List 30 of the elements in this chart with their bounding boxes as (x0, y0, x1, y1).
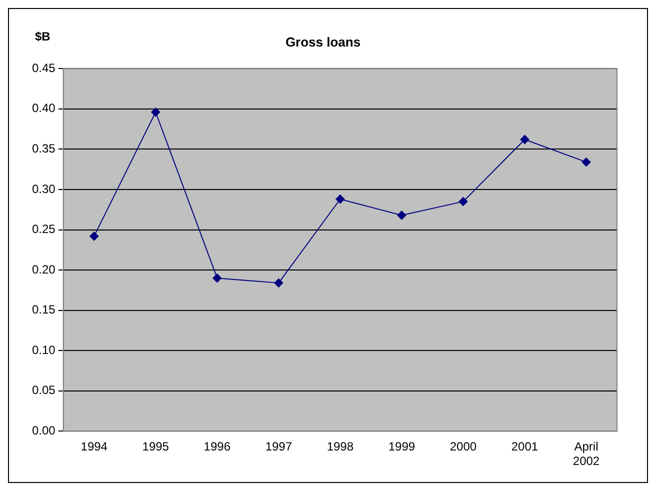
y-tick-label: 0.15 (32, 302, 56, 317)
point (397, 210, 406, 220)
y-tick-label: 0.05 (32, 383, 56, 398)
point (90, 232, 99, 241)
x-tick-label: 1998 (326, 440, 354, 454)
x-tick-label: 2000 (450, 440, 477, 454)
x-tick-label: April 2002 (572, 440, 600, 468)
point (336, 194, 345, 204)
point (212, 274, 222, 283)
y-tick-label: 0.40 (32, 101, 56, 116)
x-tick-label: 1994 (80, 440, 108, 454)
y-tick-label: 0.30 (32, 182, 56, 196)
y-tick-label: 0.10 (32, 342, 56, 357)
y-tick-label: 0.45 (32, 60, 56, 75)
x-tick-label: 1996 (204, 440, 231, 454)
x-tick-label: 1999 (388, 440, 416, 454)
chart-title: Gross loans (285, 34, 361, 50)
point (582, 158, 591, 167)
y-axis-title: $B (35, 29, 51, 44)
y-tick-label: 0.00 (32, 424, 56, 438)
x-tick-label: 2001 (511, 440, 538, 454)
point (274, 278, 284, 288)
y-tick-label: 0.35 (32, 141, 56, 156)
x-tick-label: 1997 (265, 440, 292, 454)
x-tick-label: 1995 (142, 440, 170, 454)
point (520, 135, 530, 144)
y-tick-label: 0.25 (32, 222, 56, 236)
y-tick-label: 0.20 (32, 262, 56, 276)
point (458, 197, 468, 206)
point (151, 108, 160, 117)
